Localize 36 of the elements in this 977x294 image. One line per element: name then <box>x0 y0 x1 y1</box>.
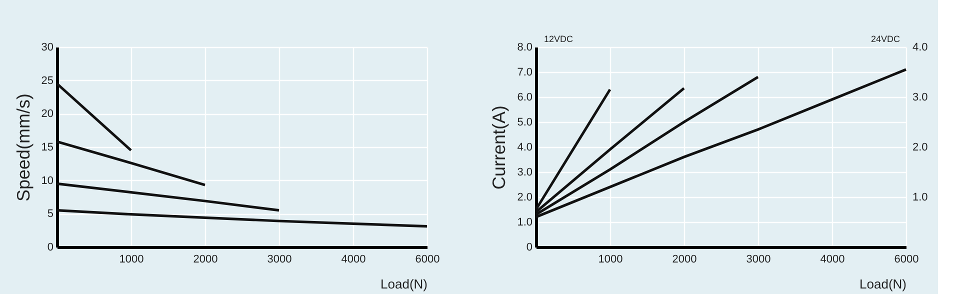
x-tick-label: 1000 <box>119 254 144 266</box>
y-tick-label: 4.0 <box>517 142 532 154</box>
y-tick-label: 7.0 <box>517 66 532 78</box>
y-tick-label: 5 <box>47 208 54 220</box>
y2-tick-label: 2.0 <box>912 142 928 154</box>
x-tick-label: 6000 <box>894 254 919 266</box>
x-tick-label: 4000 <box>341 254 366 266</box>
x-tick-label: 3000 <box>746 254 771 266</box>
y-tick-label: 0 <box>526 242 532 254</box>
y-axis-title: Speed(mm/s) <box>13 93 34 202</box>
x-axis-title: Load(N) <box>860 276 906 292</box>
y2-tick-label: 3.0 <box>912 92 928 104</box>
y-tick-label: 8.0 <box>517 42 532 54</box>
y-tick-label: 15 <box>41 142 54 154</box>
y-tick-label: 25 <box>41 74 54 87</box>
y-tick-label: 3.0 <box>517 166 532 178</box>
y2-tick-label: 1.0 <box>912 192 928 204</box>
y-tick-label: 1.0 <box>517 216 532 228</box>
x-tick-label: 2000 <box>672 254 697 266</box>
y-axis-title: Current(A) <box>489 105 510 190</box>
x-axis-title: Load(N) <box>380 276 428 292</box>
x-tick-label: 6000 <box>415 254 440 266</box>
y-tick-label: 6.0 <box>517 92 532 104</box>
y-tick-label: 0 <box>47 242 54 254</box>
y-tick-label: 30 <box>41 42 54 54</box>
x-tick-label: 2000 <box>193 254 218 266</box>
y-tick-label: 20 <box>41 108 54 120</box>
x-tick-label: 1000 <box>598 254 623 266</box>
y-tick-label: 10 <box>41 174 54 187</box>
text: 12VDC <box>544 34 574 44</box>
y2-tick-label: 4.0 <box>912 42 928 54</box>
y-tick-label: 2.0 <box>517 192 532 204</box>
x-tick-label: 3000 <box>267 254 292 266</box>
text: 24VDC <box>870 34 900 44</box>
x-tick-label: 4000 <box>820 254 845 266</box>
y-tick-label: 5.0 <box>517 116 532 128</box>
